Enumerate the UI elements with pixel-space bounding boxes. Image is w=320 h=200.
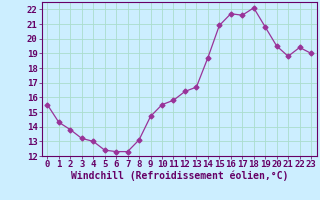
X-axis label: Windchill (Refroidissement éolien,°C): Windchill (Refroidissement éolien,°C) [70, 171, 288, 181]
